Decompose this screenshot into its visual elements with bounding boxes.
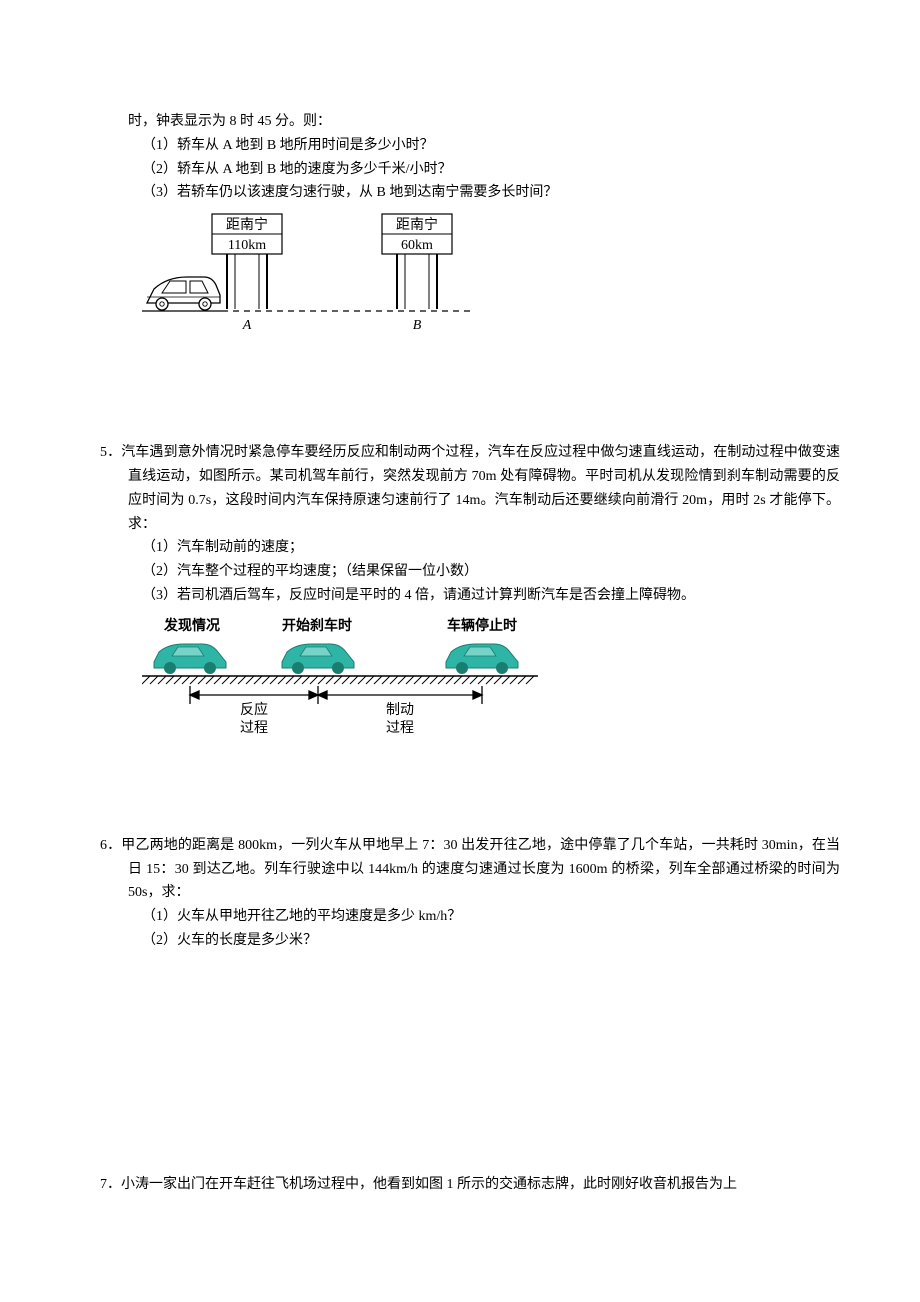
sign-b-title: 距南宁 (396, 216, 438, 233)
p5-body: 5．汽车遇到意外情况时紧急停车要经历反应和制动两个过程，汽车在反应过程中做匀速直… (100, 441, 840, 536)
car-icon (147, 277, 220, 310)
p7-body: 7．小涛一家出门在开车赶往飞机场过程中，他看到如图 1 所示的交通标志牌，此时刚… (100, 1173, 840, 1197)
p6-body: 6．甲乙两地的距离是 800km，一列火车从甲地早上 7：30 出发开往乙地，途… (100, 834, 840, 905)
p5-label1: 发现情况 (163, 617, 220, 634)
label-b: B (413, 318, 422, 333)
p5-svg: 发现情况 开始刹车时 车辆停止时 (142, 614, 572, 744)
p5-q1: （1）汽车制动前的速度； (100, 536, 840, 560)
car-1-icon (154, 644, 226, 674)
p4-q2: （2）轿车从 A 地到 B 地的速度为多少千米/小时？ (100, 158, 840, 182)
p7-number: 7． (100, 1177, 121, 1192)
p5-number: 5． (100, 445, 121, 460)
p5-q2: （2）汽车整个过程的平均速度；（结果保留一位小数） (100, 560, 840, 584)
problem-4-continued: 时，钟表显示为 8 时 45 分。则： （1）轿车从 A 地到 B 地所用时间是… (100, 110, 840, 351)
label-a: A (242, 318, 252, 333)
phase2-b: 过程 (386, 720, 414, 736)
car-2-icon (282, 644, 354, 674)
problem-7: 7．小涛一家出门在开车赶往飞机场过程中，他看到如图 1 所示的交通标志牌，此时刚… (100, 1173, 840, 1197)
phase1-b: 过程 (240, 720, 268, 736)
p6-q2: （2）火车的长度是多少米？ (100, 929, 840, 953)
dimension-2 (318, 686, 482, 704)
p5-label3: 车辆停止时 (447, 617, 517, 634)
dimension-1 (190, 686, 318, 704)
problem-5: 5．汽车遇到意外情况时紧急停车要经历反应和制动两个过程，汽车在反应过程中做匀速直… (100, 441, 840, 744)
phase2-a: 制动 (386, 702, 414, 718)
ground-hatch (142, 676, 534, 684)
p5-label2: 开始刹车时 (282, 617, 352, 634)
p6-q1: （1）火车从甲地开往乙地的平均速度是多少 km/h？ (100, 905, 840, 929)
sign-a-title: 距南宁 (226, 216, 268, 233)
car-3-icon (446, 644, 518, 674)
p5-figure: 发现情况 开始刹车时 车辆停止时 (142, 614, 840, 744)
phase1-a: 反应 (240, 701, 268, 718)
p6-number: 6． (100, 838, 121, 853)
sign-a-value: 110km (228, 238, 266, 253)
p5-q3: （3）若司机酒后驾车，反应时间是平时的 4 倍，请通过计算判断汽车是否会撞上障碍… (100, 584, 840, 608)
sign-b: 距南宁 60km (382, 214, 452, 309)
p4-q3: （3）若轿车仍以该速度匀速行驶，从 B 地到达南宁需要多长时间？ (100, 181, 840, 205)
p4-svg: 距南宁 110km 距南宁 60km (142, 211, 482, 351)
sign-a: 距南宁 110km (212, 214, 282, 309)
problem-6: 6．甲乙两地的距离是 800km，一列火车从甲地早上 7：30 出发开往乙地，途… (100, 834, 840, 953)
p4-q1: （1）轿车从 A 地到 B 地所用时间是多少小时？ (100, 134, 840, 158)
p4-intro-continued: 时，钟表显示为 8 时 45 分。则： (100, 110, 840, 134)
sign-b-value: 60km (401, 238, 433, 253)
p4-figure: 距南宁 110km 距南宁 60km (142, 211, 840, 351)
